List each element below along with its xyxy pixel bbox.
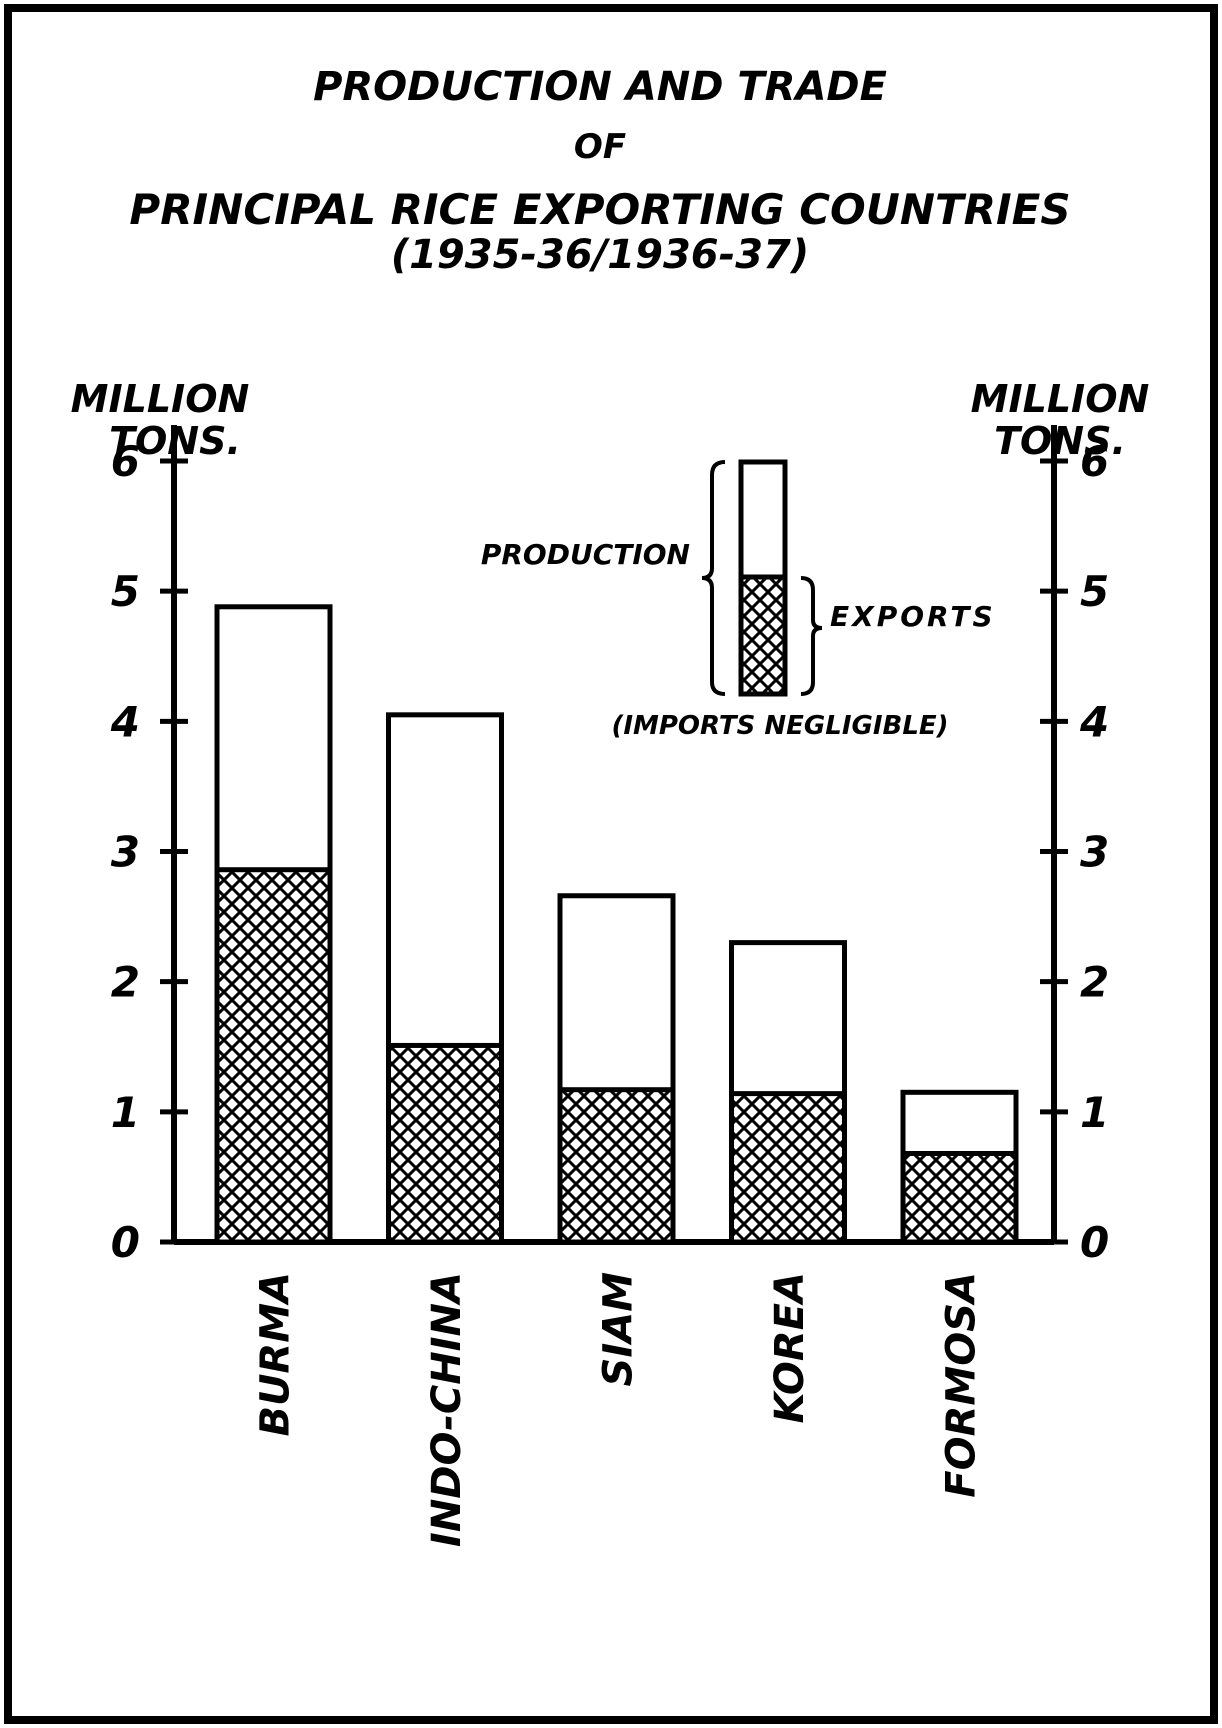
legend-swatch-exports bbox=[738, 574, 788, 697]
y2-tick-label: 2 bbox=[1080, 958, 1109, 1007]
x-tick-label: SIAM bbox=[596, 1272, 642, 1386]
y2-tick-label: 6 bbox=[1080, 437, 1109, 486]
y2-tick-label: 3 bbox=[1080, 828, 1109, 877]
legend-brace bbox=[701, 460, 726, 696]
y-tick-label: 6 bbox=[111, 437, 140, 486]
exports-bar bbox=[386, 1042, 504, 1245]
legend-label: PRODUCTION bbox=[481, 538, 690, 571]
y-label: MILLION bbox=[71, 377, 250, 421]
y2-tick-label: 0 bbox=[1080, 1218, 1109, 1267]
y-tick-label: 1 bbox=[111, 1088, 140, 1137]
subtitle: (1935-36/1936-37) bbox=[391, 232, 809, 278]
chart-title: PRINCIPAL RICE EXPORTING COUNTRIES bbox=[129, 185, 1070, 234]
y2-label: TONS. bbox=[994, 419, 1126, 463]
x-tick-label: KOREA bbox=[767, 1272, 813, 1424]
y2-tick-label: 1 bbox=[1080, 1088, 1109, 1137]
y2-tick-label: 4 bbox=[1079, 697, 1109, 746]
legend-brace bbox=[800, 576, 823, 696]
x-tick-label: FORMOSA bbox=[939, 1272, 985, 1498]
chart-title: PRODUCTION AND TRADE bbox=[313, 64, 887, 110]
x-tick-label: BURMA bbox=[253, 1272, 299, 1437]
exports-bar bbox=[557, 1087, 676, 1245]
legend-label: EXPORTS bbox=[830, 600, 996, 633]
exports-bar bbox=[214, 867, 333, 1245]
legend-note: (IMPORTS NEGLIGIBLE) bbox=[611, 711, 948, 741]
y-tick-label: 5 bbox=[111, 567, 140, 616]
exports-bar bbox=[729, 1091, 847, 1245]
chart-title: OF bbox=[574, 127, 626, 167]
exports-bar bbox=[900, 1150, 1019, 1245]
y-tick-label: 0 bbox=[111, 1218, 140, 1267]
x-tick-label: INDO-CHINA bbox=[424, 1272, 470, 1547]
y2-label: MILLION bbox=[971, 377, 1150, 421]
y-tick-label: 3 bbox=[111, 828, 140, 877]
title: PRODUCTION AND TRADE OF PRINCIPAL RICE EXP… bbox=[129, 64, 1070, 234]
y-tick-label: 4 bbox=[110, 697, 140, 746]
y-tick-label: 2 bbox=[111, 958, 140, 1007]
frame bbox=[4, 4, 1218, 1724]
y2-tick-label: 5 bbox=[1080, 567, 1109, 616]
